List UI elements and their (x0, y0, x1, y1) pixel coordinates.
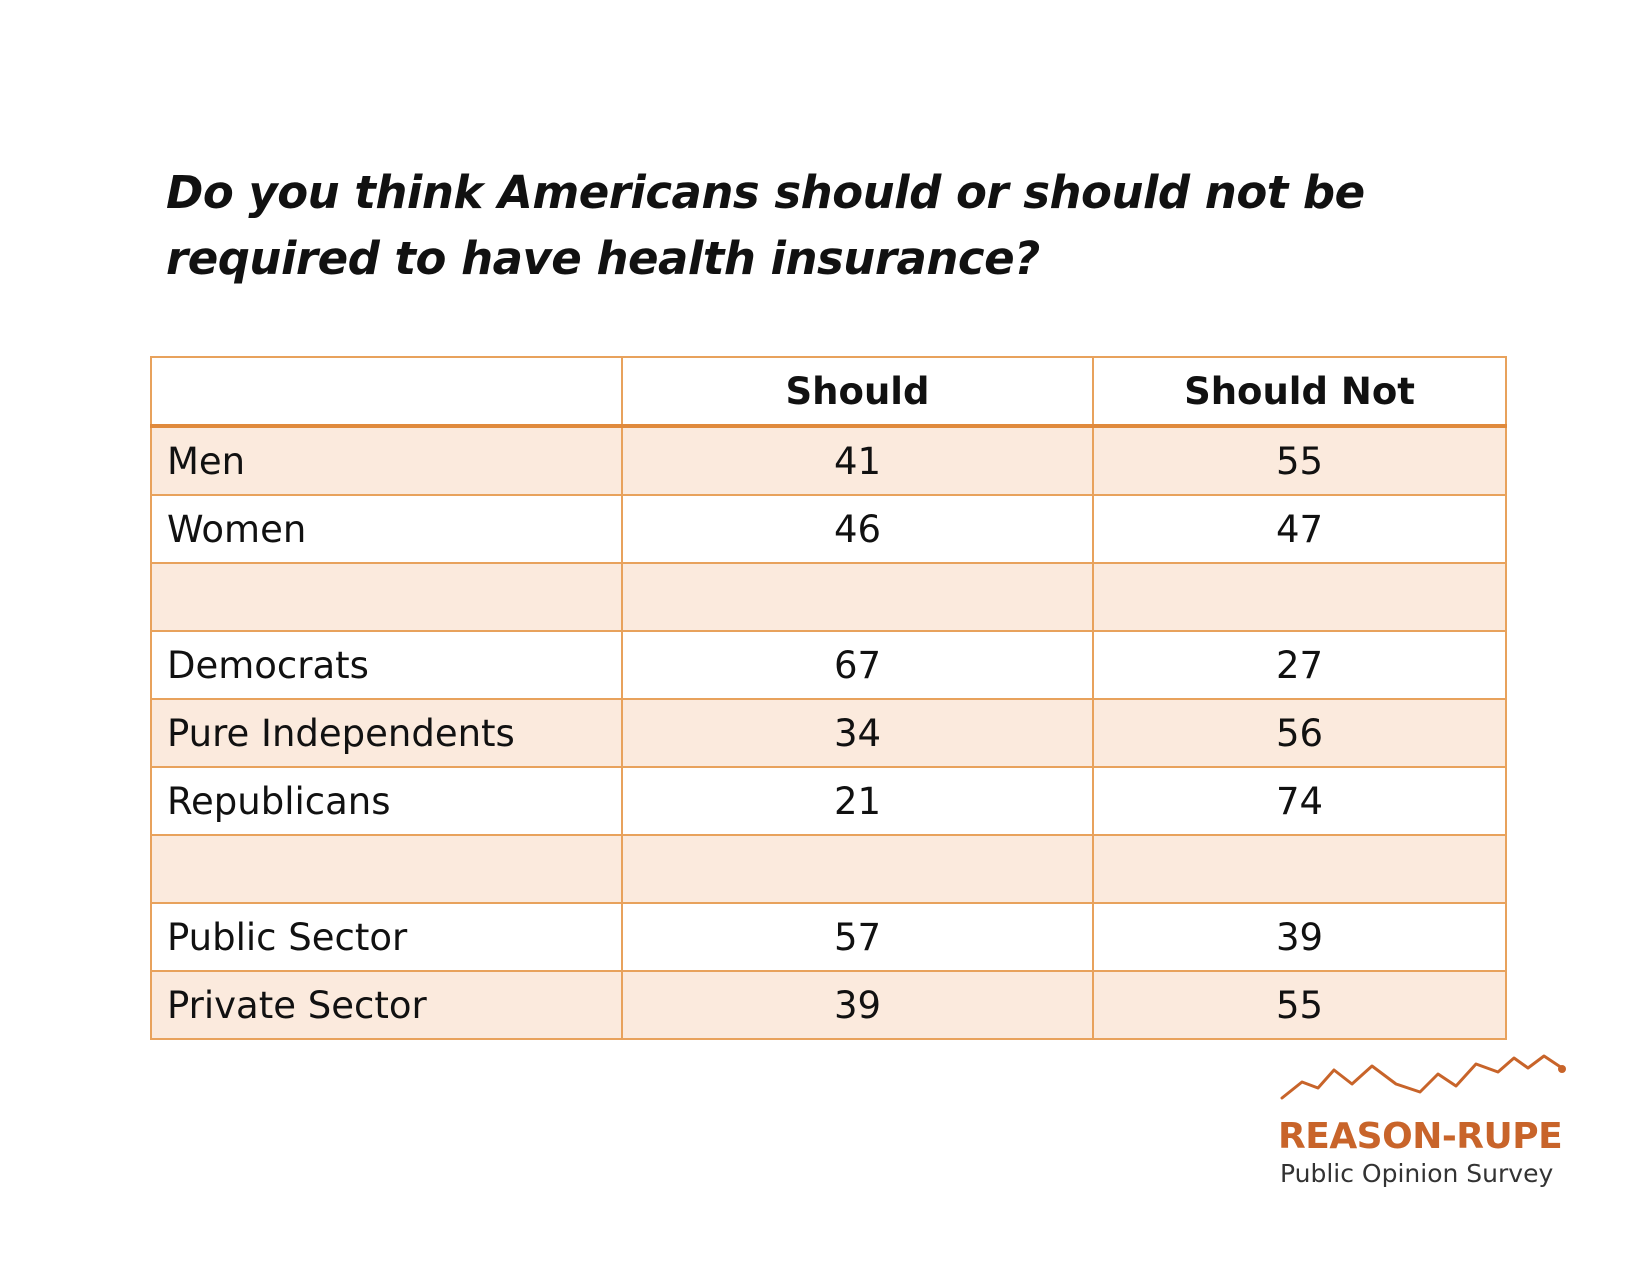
row-label: Republicans (150, 766, 623, 836)
row-label: Pure Independents (150, 698, 623, 768)
should-value: 67 (621, 630, 1094, 700)
should-value: 41 (621, 425, 1094, 496)
row-label: Democrats (150, 630, 623, 700)
table-row: Women 46 47 (150, 494, 1507, 564)
column-header-group (150, 356, 623, 428)
should-value (621, 834, 1094, 904)
table-row: Men 41 55 (150, 425, 1507, 496)
table-row: Pure Independents 34 56 (150, 698, 1507, 768)
table-row: Republicans 21 74 (150, 766, 1507, 836)
should-not-value: 47 (1092, 494, 1507, 564)
reason-rupe-logo: REASON-RUPE Public Opinion Survey (1270, 1052, 1570, 1192)
should-value: 46 (621, 494, 1094, 564)
row-label: Private Sector (150, 970, 623, 1040)
row-label: Men (150, 425, 623, 496)
should-not-value: 55 (1092, 970, 1507, 1040)
should-not-value (1092, 834, 1507, 904)
should-not-value: 55 (1092, 425, 1507, 496)
table-row: Democrats 67 27 (150, 630, 1507, 700)
row-label: Women (150, 494, 623, 564)
table-body: Men 41 55 Women 46 47 Democrats 67 27 Pure Indepe… (150, 425, 1507, 1040)
results-table: Should Should Not Men 41 55 Women 46 47 Democr… (150, 356, 1507, 1040)
row-label: Public Sector (150, 902, 623, 972)
column-header-should: Should (621, 356, 1094, 428)
table-row (150, 562, 1507, 632)
should-value: 39 (621, 970, 1094, 1040)
should-not-value: 27 (1092, 630, 1507, 700)
question-title: Do you think Americans should or should … (166, 166, 1365, 285)
should-value (621, 562, 1094, 632)
row-label (150, 562, 623, 632)
should-value: 21 (621, 766, 1094, 836)
row-label (150, 834, 623, 904)
table-header-row: Should Should Not (150, 356, 1507, 428)
results-table-container: Should Should Not Men 41 55 Women 46 47 Democr… (150, 356, 1507, 1040)
should-value: 57 (621, 902, 1094, 972)
table-row: Public Sector 57 39 (150, 902, 1507, 972)
table-row (150, 834, 1507, 904)
should-not-value: 74 (1092, 766, 1507, 836)
should-not-value: 56 (1092, 698, 1507, 768)
column-header-should-not: Should Not (1092, 356, 1507, 428)
should-not-value (1092, 562, 1507, 632)
trend-line-icon (1280, 1054, 1566, 1100)
should-not-value: 39 (1092, 902, 1507, 972)
logo-subtitle: Public Opinion Survey (1280, 1159, 1554, 1188)
logo-name: REASON-RUPE (1278, 1116, 1563, 1157)
should-value: 34 (621, 698, 1094, 768)
table-row: Private Sector 39 55 (150, 970, 1507, 1040)
